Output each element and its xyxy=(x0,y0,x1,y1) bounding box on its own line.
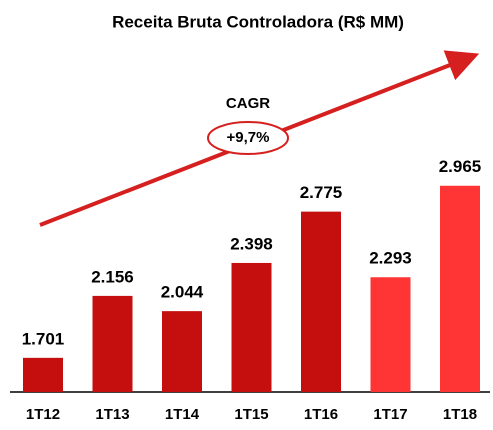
value-label: 2.044 xyxy=(161,283,204,302)
bar xyxy=(162,311,202,392)
value-label: 1.701 xyxy=(22,329,65,348)
value-label: 2.293 xyxy=(369,249,412,268)
bar xyxy=(231,262,272,392)
annotation-ellipse xyxy=(207,121,289,155)
x-tick-label: 1T18 xyxy=(443,406,477,423)
value-label: 2.965 xyxy=(439,157,482,176)
value-label: 2.398 xyxy=(230,234,273,253)
value-label: 2.775 xyxy=(300,183,343,202)
x-tick-label: 1T15 xyxy=(234,406,268,423)
bar xyxy=(370,277,411,392)
x-tick-label: 1T16 xyxy=(304,406,338,423)
x-tick-label: 1T13 xyxy=(95,406,129,423)
chart-title: Receita Bruta Controladora (R$ MM) xyxy=(112,12,404,31)
annotation: +9,7% xyxy=(227,129,270,146)
x-tick-label: 1T14 xyxy=(165,406,200,423)
bar xyxy=(92,295,133,392)
annotation: CAGR xyxy=(226,95,270,112)
bar xyxy=(440,185,480,392)
bar xyxy=(301,211,341,392)
bar xyxy=(23,357,63,392)
value-label: 2.156 xyxy=(91,267,134,286)
x-tick-label: 1T12 xyxy=(26,406,60,423)
x-tick-label: 1T17 xyxy=(373,406,407,423)
